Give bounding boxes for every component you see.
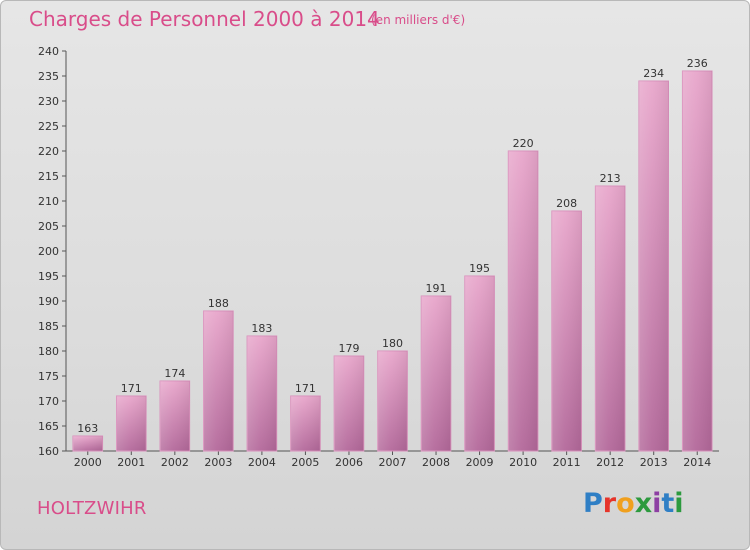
data-label: 174 xyxy=(164,367,185,380)
y-tick-label: 175 xyxy=(38,370,59,383)
bar-shine xyxy=(421,296,451,451)
data-label: 195 xyxy=(469,262,490,275)
data-label: 208 xyxy=(556,197,577,210)
bar-shine xyxy=(203,311,234,451)
x-tick-label: 2002 xyxy=(161,456,189,469)
y-tick-label: 170 xyxy=(38,395,59,408)
y-tick-label: 195 xyxy=(38,270,59,283)
data-label: 213 xyxy=(600,172,621,185)
bar-shine xyxy=(508,151,538,451)
chart-title: Charges de Personnel 2000 à 2014 xyxy=(29,7,380,31)
logo-letter: x xyxy=(634,488,653,519)
bar-shine xyxy=(682,71,713,451)
x-tick-label: 2001 xyxy=(117,456,145,469)
bar-shine xyxy=(290,396,321,451)
logo-letter: P xyxy=(583,488,603,519)
x-tick-label: 2011 xyxy=(553,456,581,469)
x-tick-label: 2012 xyxy=(596,456,624,469)
bar-shine xyxy=(638,81,669,451)
data-label: 234 xyxy=(643,67,664,80)
x-tick-label: 2005 xyxy=(291,456,319,469)
logo-letter: i xyxy=(652,488,662,519)
data-label: 171 xyxy=(121,382,142,395)
y-tick-label: 215 xyxy=(38,170,59,183)
x-tick-label: 2007 xyxy=(379,456,407,469)
y-tick-label: 190 xyxy=(38,295,59,308)
y-tick-label: 240 xyxy=(38,45,59,58)
logo-letter: o xyxy=(616,488,635,519)
y-tick-label: 205 xyxy=(38,220,59,233)
x-tick-label: 2000 xyxy=(74,456,102,469)
chart-subtitle: (en milliers d'€) xyxy=(371,13,466,27)
bar-shine xyxy=(595,186,625,451)
y-tick-label: 165 xyxy=(38,420,59,433)
data-label: 180 xyxy=(382,337,403,350)
x-tick-label: 2008 xyxy=(422,456,450,469)
x-tick-label: 2013 xyxy=(640,456,668,469)
y-tick-label: 210 xyxy=(38,195,59,208)
y-tick-label: 235 xyxy=(38,70,59,83)
data-label: 236 xyxy=(687,57,708,70)
data-label: 179 xyxy=(338,342,359,355)
y-tick-label: 230 xyxy=(38,95,59,108)
x-tick-label: 2010 xyxy=(509,456,537,469)
bar-shine xyxy=(247,336,277,451)
x-tick-label: 2004 xyxy=(248,456,276,469)
y-tick-label: 200 xyxy=(38,245,59,258)
data-label: 220 xyxy=(513,137,534,150)
y-tick-label: 220 xyxy=(38,145,59,158)
bar-shine xyxy=(377,351,408,451)
x-tick-label: 2009 xyxy=(466,456,494,469)
y-tick-label: 225 xyxy=(38,120,59,133)
logo-letter: t xyxy=(661,488,675,519)
data-label: 191 xyxy=(426,282,447,295)
y-tick-label: 160 xyxy=(38,445,59,458)
x-tick-label: 2003 xyxy=(204,456,232,469)
proxiti-logo[interactable]: Proxiti xyxy=(583,488,684,519)
bar-shine xyxy=(160,381,190,451)
bar-shine xyxy=(334,356,364,451)
data-label: 183 xyxy=(251,322,272,335)
bar-shine xyxy=(116,396,147,451)
x-tick-label: 2006 xyxy=(335,456,363,469)
bar-shine xyxy=(464,276,495,451)
data-label: 171 xyxy=(295,382,316,395)
data-label: 188 xyxy=(208,297,229,310)
logo-letter: r xyxy=(602,488,617,519)
bar-shine xyxy=(72,436,103,451)
y-tick-label: 185 xyxy=(38,320,59,333)
x-tick-label: 2014 xyxy=(683,456,711,469)
logo-letter: i xyxy=(674,488,684,519)
data-label: 163 xyxy=(77,422,98,435)
city-name: HOLTZWIHR xyxy=(37,498,147,519)
bar-shine xyxy=(551,211,582,451)
y-tick-label: 180 xyxy=(38,345,59,358)
